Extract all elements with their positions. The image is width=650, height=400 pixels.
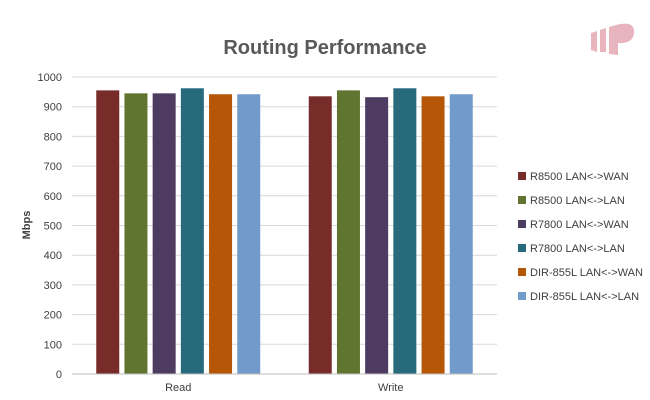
y-tick-label: 400	[44, 250, 62, 262]
legend-entry: DIR-855L LAN<->LAN	[530, 291, 639, 303]
legend-swatch	[518, 292, 526, 300]
bar-read-5	[237, 94, 261, 374]
y-tick-label: 0	[56, 369, 62, 381]
legend-swatch	[518, 196, 526, 204]
legend-swatch	[518, 220, 526, 228]
legend-swatch	[518, 172, 526, 180]
y-axis-ticks: 0 100 200 300 400 500 600 700 800 900 1000	[38, 72, 62, 381]
x-tick-label: Write	[378, 382, 403, 394]
y-tick-label: 300	[44, 280, 62, 292]
legend: R8500 LAN<->WAN R8500 LAN<->LAN R7800 LAN<…	[518, 171, 643, 303]
x-axis-ticks: Read Write	[165, 382, 403, 394]
bar-read-2	[152, 93, 176, 375]
y-tick-label: 900	[44, 102, 62, 114]
chart-title: Routing Performance	[223, 37, 426, 59]
legend-swatch	[518, 244, 526, 252]
bar-read-1	[124, 93, 148, 375]
bar-write-4	[421, 96, 445, 375]
y-tick-label: 200	[44, 310, 62, 322]
bar-read-0	[96, 90, 120, 375]
brand-logo-icon	[591, 23, 635, 55]
legend-entry: R8500 LAN<->WAN	[530, 171, 629, 183]
y-axis-label: Mbps	[21, 211, 33, 240]
y-tick-label: 700	[44, 161, 62, 173]
y-tick-label: 800	[44, 131, 62, 143]
bar-write-0	[308, 96, 332, 375]
y-tick-label: 500	[44, 221, 62, 233]
y-tick-label: 600	[44, 191, 62, 203]
y-tick-label: 1000	[38, 72, 62, 84]
legend-entry: R7800 LAN<->WAN	[530, 219, 629, 231]
bars	[96, 88, 473, 375]
bar-write-2	[365, 97, 389, 375]
legend-entry: R8500 LAN<->LAN	[530, 195, 625, 207]
bar-write-5	[449, 94, 473, 374]
x-tick-label: Read	[165, 382, 191, 394]
legend-entry: R7800 LAN<->LAN	[530, 243, 625, 255]
bar-write-3	[393, 88, 417, 374]
legend-entry: DIR-855L LAN<->WAN	[530, 267, 643, 279]
legend-swatch	[518, 268, 526, 276]
bar-read-3	[180, 88, 204, 374]
bar-read-4	[209, 94, 233, 374]
bar-write-1	[336, 90, 360, 375]
y-tick-label: 100	[44, 339, 62, 351]
